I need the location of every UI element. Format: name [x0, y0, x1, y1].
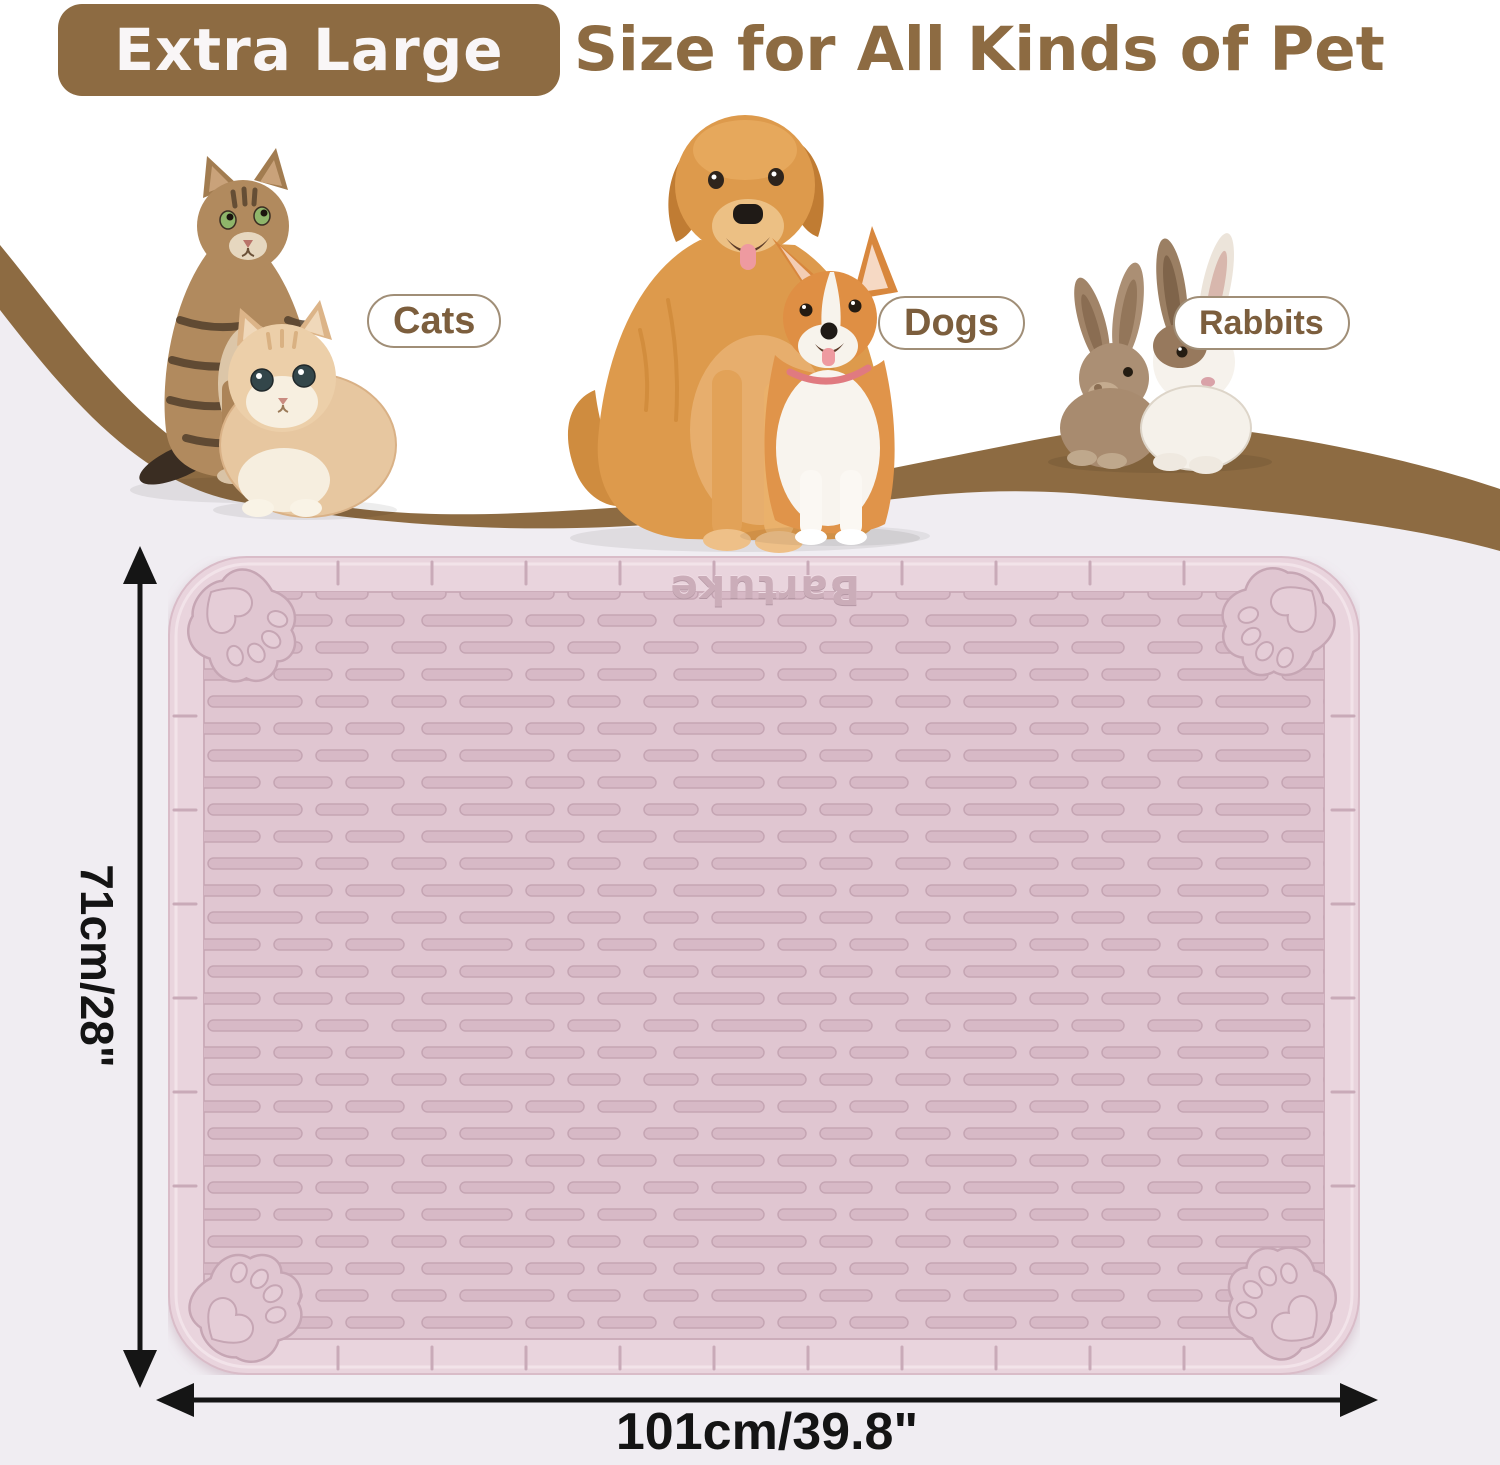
page-title: Size for All Kinds of Pet: [574, 14, 1385, 85]
rim-notches: [172, 560, 1356, 1371]
mat-brand-text: Bartuke: [668, 566, 860, 612]
white-rabbit: [1140, 233, 1252, 474]
kitten: [213, 300, 397, 520]
rabbits-photo: [1048, 233, 1272, 474]
cats-photo: [130, 148, 397, 520]
cats-badge: Cats: [367, 294, 502, 348]
rabbits-badge: Rabbits: [1173, 296, 1350, 350]
corgi: [740, 226, 930, 546]
brown-swoosh: [0, 245, 1500, 551]
dogs-badge: Dogs: [878, 296, 1025, 350]
pet-mat: [168, 556, 1360, 1375]
width-label: 101cm/39.8": [615, 1403, 919, 1461]
title-badge: Extra Large: [58, 4, 560, 96]
title-badge-label: Extra Large: [114, 16, 504, 84]
dogs-photo: [567, 115, 930, 553]
height-label: 71cm/28": [71, 864, 123, 1068]
brown-rabbit: [1060, 262, 1160, 469]
